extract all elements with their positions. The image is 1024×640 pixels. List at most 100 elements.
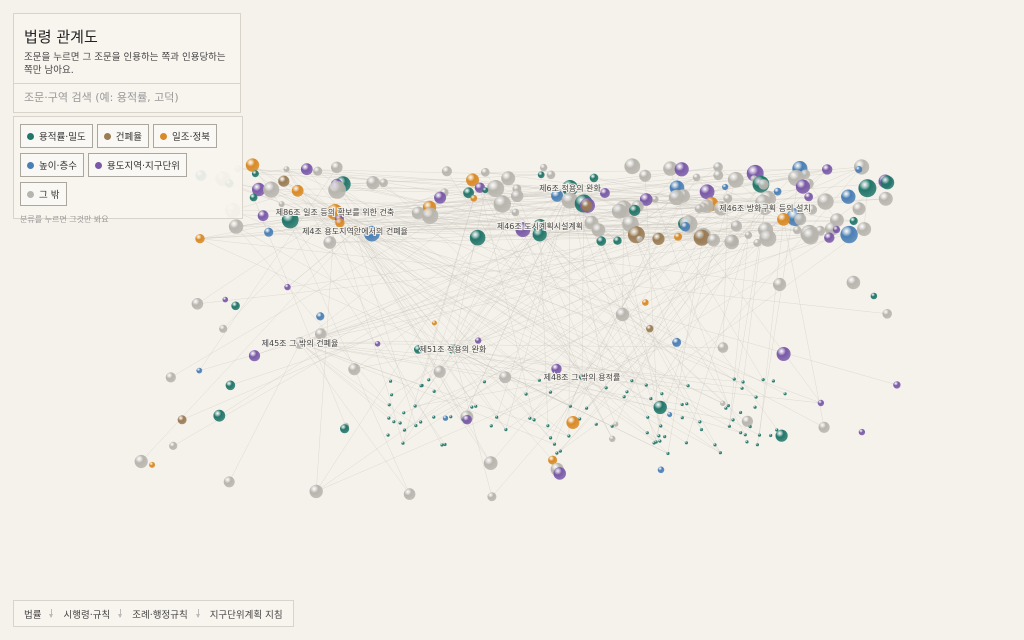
graph-node[interactable] — [248, 350, 261, 362]
graph-node[interactable] — [567, 434, 571, 438]
graph-node[interactable] — [674, 232, 683, 241]
graph-node[interactable] — [630, 379, 634, 383]
graph-node[interactable] — [730, 220, 743, 232]
graph-node[interactable] — [832, 225, 841, 234]
graph-node[interactable] — [313, 166, 323, 176]
graph-node[interactable] — [548, 390, 553, 394]
graph-node[interactable] — [364, 225, 380, 242]
graph-node[interactable] — [818, 421, 830, 433]
graph-node[interactable] — [741, 380, 745, 384]
graph-node[interactable] — [278, 175, 290, 187]
graph-node[interactable] — [281, 211, 299, 229]
graph-node[interactable] — [663, 161, 678, 176]
graph-node[interactable] — [463, 187, 474, 199]
graph-node[interactable] — [421, 207, 439, 224]
graph-node[interactable] — [379, 178, 389, 188]
graph-node[interactable] — [720, 400, 726, 406]
graph-node[interactable] — [852, 202, 866, 216]
graph-node[interactable] — [245, 158, 260, 172]
graph-node[interactable] — [469, 229, 486, 246]
graph-node[interactable] — [441, 166, 452, 177]
graph-node[interactable] — [284, 283, 291, 291]
graph-node[interactable] — [642, 299, 649, 306]
graph-node[interactable] — [419, 384, 423, 388]
graph-node[interactable] — [629, 204, 641, 216]
graph-node[interactable] — [769, 433, 773, 438]
graph-node[interactable] — [278, 201, 285, 208]
graph-node[interactable] — [475, 337, 482, 344]
graph-node[interactable] — [849, 216, 858, 226]
graph-node[interactable] — [804, 192, 814, 202]
graph-node[interactable] — [748, 425, 752, 429]
graph-node[interactable] — [773, 187, 782, 196]
graph-node[interactable] — [551, 189, 564, 202]
graph-node[interactable] — [411, 206, 425, 220]
graph-node[interactable] — [724, 234, 739, 250]
graph-node[interactable] — [783, 392, 787, 396]
graph-node[interactable] — [740, 386, 744, 390]
graph-node[interactable] — [639, 169, 652, 182]
graph-node[interactable] — [386, 433, 390, 437]
graph-node[interactable] — [731, 418, 735, 422]
graph-node[interactable] — [753, 239, 762, 247]
graph-node[interactable] — [177, 415, 187, 425]
graph-node[interactable] — [398, 421, 402, 425]
graph-node[interactable] — [775, 429, 788, 442]
graph-node[interactable] — [713, 443, 717, 447]
graph-node[interactable] — [596, 236, 607, 246]
graph-node[interactable] — [658, 439, 662, 443]
graph-node[interactable] — [316, 312, 325, 321]
graph-node[interactable] — [667, 412, 673, 418]
graph-node[interactable] — [433, 365, 446, 378]
graph-node[interactable] — [802, 227, 819, 245]
graph-node[interactable] — [546, 170, 556, 180]
graph-node[interactable] — [578, 417, 582, 421]
graph-node[interactable] — [817, 399, 825, 407]
graph-node[interactable] — [283, 166, 290, 173]
graph-node[interactable] — [487, 492, 497, 502]
graph-node[interactable] — [646, 415, 650, 419]
graph-node[interactable] — [698, 420, 702, 424]
graph-node[interactable] — [758, 201, 772, 215]
graph-node[interactable] — [594, 422, 598, 426]
graph-node[interactable] — [624, 158, 641, 175]
graph-node[interactable] — [817, 193, 834, 210]
graph-node[interactable] — [432, 415, 436, 419]
graph-node[interactable] — [806, 204, 818, 215]
filter-chip[interactable]: 용적률·밀도 — [20, 124, 93, 148]
graph-node[interactable] — [511, 208, 520, 217]
graph-node[interactable] — [753, 405, 757, 409]
graph-node[interactable] — [718, 451, 723, 455]
graph-node[interactable] — [528, 416, 532, 420]
graph-node[interactable] — [387, 403, 391, 407]
graph-node[interactable] — [604, 386, 608, 390]
graph-node[interactable] — [758, 179, 769, 190]
graph-node[interactable] — [857, 222, 872, 237]
graph-node[interactable] — [652, 232, 665, 245]
graph-node[interactable] — [625, 390, 629, 394]
graph-node[interactable] — [657, 434, 661, 438]
filter-chip[interactable]: 그 밖 — [20, 182, 67, 206]
graph-node[interactable] — [761, 378, 765, 382]
graph-node[interactable] — [795, 179, 811, 194]
graph-node[interactable] — [591, 223, 606, 237]
graph-node[interactable] — [309, 484, 323, 499]
graph-node[interactable] — [611, 203, 627, 219]
graph-node[interactable] — [741, 415, 754, 427]
filter-chip[interactable]: 용도지역·지구단위 — [87, 153, 187, 177]
graph-node[interactable] — [474, 404, 478, 408]
graph-node[interactable] — [223, 476, 235, 488]
graph-node[interactable] — [771, 379, 776, 383]
graph-node[interactable] — [870, 292, 878, 300]
graph-node[interactable] — [713, 201, 729, 216]
graph-node[interactable] — [739, 431, 743, 435]
graph-node[interactable] — [657, 466, 665, 474]
graph-node[interactable] — [504, 428, 508, 432]
graph-node[interactable] — [660, 392, 664, 396]
graph-node[interactable] — [644, 383, 648, 387]
graph-node[interactable] — [627, 226, 645, 244]
graph-node[interactable] — [855, 166, 863, 173]
filter-chip[interactable]: 건폐율 — [96, 124, 149, 148]
graph-node[interactable] — [882, 309, 892, 319]
graph-node[interactable] — [727, 424, 732, 428]
